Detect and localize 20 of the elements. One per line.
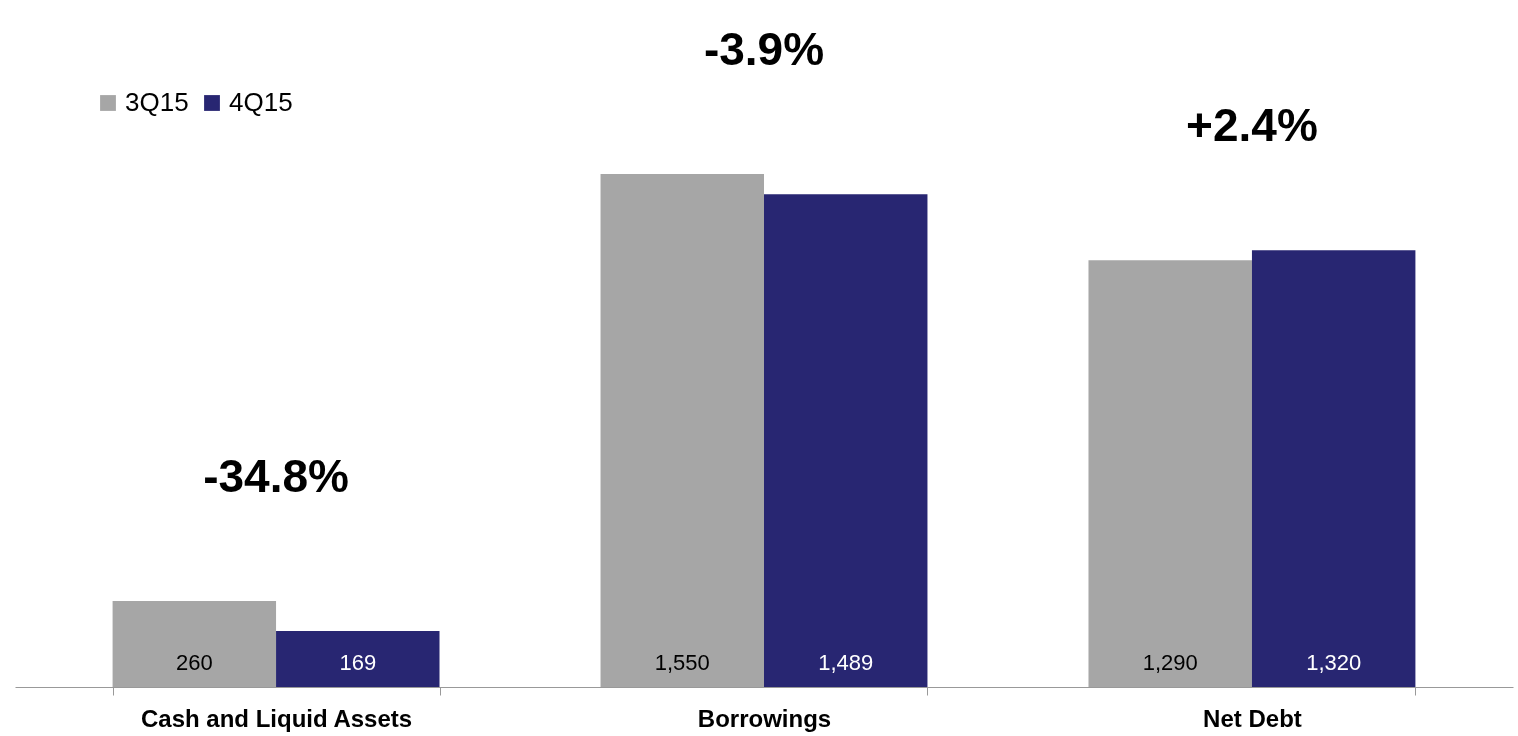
x-tick-label: Borrowings	[697, 704, 832, 732]
data-label: 1,320	[1306, 650, 1362, 675]
bar	[1251, 250, 1416, 687]
bar	[764, 194, 928, 687]
text: +2.4%	[1186, 99, 1318, 152]
legend-label: 4Q15	[229, 87, 293, 117]
data-label: 260	[175, 650, 213, 675]
bar	[276, 631, 440, 687]
annotation: -34.8%	[203, 449, 349, 502]
x-tick-label: Net Debt	[1203, 704, 1302, 732]
data-label: 1,290	[1142, 650, 1198, 675]
bar	[112, 600, 277, 687]
legend-label: 3Q15	[125, 87, 189, 117]
bar	[600, 174, 764, 687]
x-tick-label: Cash and Liquid Assets	[140, 704, 413, 732]
text: -3.9%	[703, 23, 825, 76]
data-label: 1,550	[654, 650, 710, 675]
data-label: 169	[339, 650, 377, 675]
bar	[1088, 260, 1252, 687]
data-label: 1,489	[818, 650, 874, 675]
